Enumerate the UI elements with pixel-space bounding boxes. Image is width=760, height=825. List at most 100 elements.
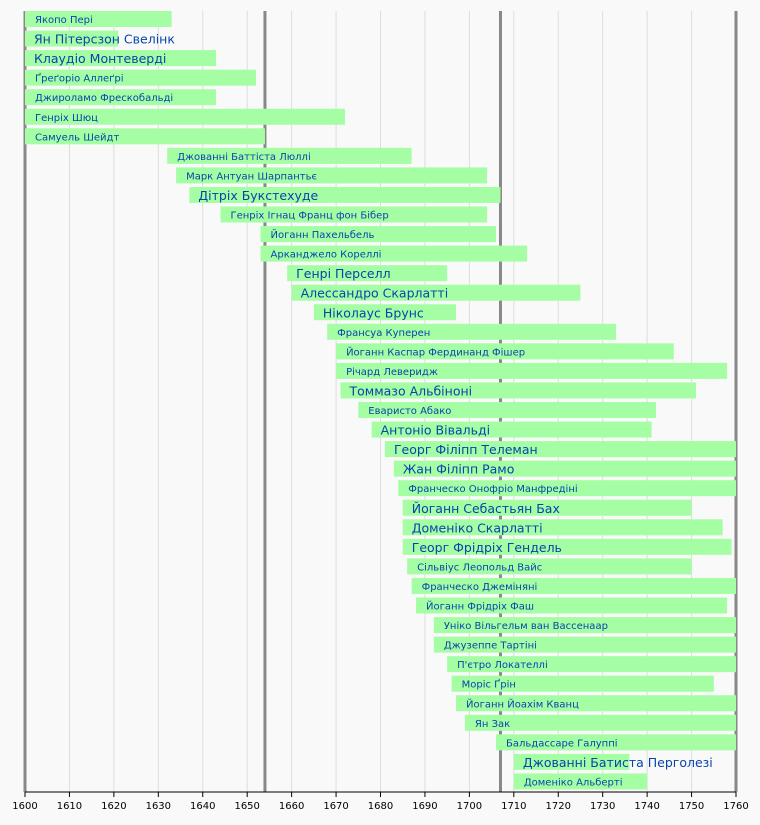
x-tick-label-1650: 1650 [234,801,259,812]
bar-23 [393,460,736,477]
bar-label-10: Генріх Ігнац Франц фон Бібер [231,210,389,222]
bar-8 [176,167,488,184]
bar-label-0: Якопо Пері [35,14,93,26]
x-tick-label-1700: 1700 [457,801,482,812]
bar-25 [402,499,692,516]
bar-label-15: Ніколаус Брунс [323,305,424,320]
bar-label-30: Йоганн Фрідріх Фаш [426,600,534,613]
bar-5 [25,108,345,125]
x-tick-label-1600: 1600 [12,801,37,812]
bar-label-31: Уніко Вільгельм ван Вассенаар [444,620,608,632]
bar-label-4: Джироламо Фрескобальді [35,92,173,104]
bar-label-1: Ян Пітерсзон Свелінк [34,32,175,47]
bars-layer: Якопо Пері Ян Пітерсзон Свелінк Клаудіо Мо… [25,11,736,790]
bar-17 [336,343,674,360]
bar-label-8: Марк Антуан Шарпантьє [186,171,317,182]
bar-label-36: Ян Зак [475,719,510,730]
bar-label-5: Генріх Шюц [35,112,98,124]
bar-4 [25,89,217,106]
bar-label-7: Джованні Баттіста Люллі [177,151,311,163]
bar-label-23: Жан Філіпп Рамо [403,462,515,477]
bar-0 [25,11,172,27]
x-tick-label-1640: 1640 [190,801,215,812]
bar-2 [25,50,217,67]
bar-38 [513,753,630,770]
bar-9 [189,186,501,203]
bar-label-19: Томмазо Альбіноні [349,383,473,398]
grid-layer [23,11,738,792]
bar-29 [411,577,736,594]
bar-10 [220,206,488,223]
bar-11 [260,226,497,243]
bar-label-20: Еваристо Абако [368,406,451,417]
bar-label-6: Самуель Шейдт [35,132,119,143]
bar-3 [25,69,257,86]
bar-16 [327,323,617,340]
bar-39 [513,773,648,790]
x-tick-label-1660: 1660 [279,801,304,812]
bar-label-16: Франсуа Куперен [337,328,430,339]
bar-label-39: Доменіко Альберті [524,776,623,788]
bar-label-3: Ґреґоріо Аллеґрі [35,72,124,85]
bar-label-22: Георг Філіпп Телеман [394,442,538,457]
bar-15 [313,304,457,321]
bar-label-29: Франческо Джеміняні [422,581,538,593]
x-tick-label-1670: 1670 [323,801,348,812]
x-tick-label-1620: 1620 [101,801,126,812]
bar-28 [407,558,692,575]
bar-26 [402,519,723,536]
bar-label-37: Бальдассаре Галуппі [506,737,618,749]
bar-27 [402,538,732,555]
bar-1 [25,30,119,47]
bar-label-34: Моріс Ґрін [462,678,516,691]
bar-label-32: Джузеппе Тартіні [444,640,537,652]
bar-label-11: Йоганн Пахельбель [271,228,375,241]
bar-label-17: Йоганн Каспар Фердинанд Фішер [346,345,525,358]
bar-label-24: Франческо Онофріо Манфредіні [408,483,577,495]
bar-14 [291,284,581,301]
bar-37 [496,734,736,751]
bar-35 [456,695,736,712]
bar-label-18: Річард Леверидж [346,366,438,378]
bar-label-38: Джованні Батиста Перголезі [523,755,713,770]
x-tick-label-1610: 1610 [57,801,82,812]
bar-30 [416,597,728,614]
bar-label-35: Йоганн Йоахім Кванц [466,697,579,710]
x-tick-label-1680: 1680 [368,801,393,812]
x-tick-label-1730: 1730 [590,801,615,812]
bar-32 [433,636,736,653]
bar-31 [433,617,736,634]
bar-20 [358,402,657,418]
bar-12 [260,245,528,262]
bar-label-27: Георг Фрідріх Гендель [412,540,562,555]
bar-label-33: П'єтро Локателлі [457,659,548,671]
bar-13 [287,265,448,282]
bar-18 [336,362,728,379]
bar-36 [464,714,736,731]
bar-21 [371,421,652,438]
bar-19 [340,382,697,399]
x-tick-label-1760: 1760 [723,801,748,812]
bar-22 [384,441,736,458]
bar-34 [451,675,714,692]
bar-label-21: Антоніо Вівальді [381,423,490,438]
bar-label-26: Доменіко Скарлатті [412,520,543,535]
x-tick-label-1690: 1690 [412,801,437,812]
bar-label-9: Дітріх Букстехуде [198,188,318,203]
bar-label-2: Клаудіо Монтеверді [34,51,166,66]
bar-label-12: Арканджело Кореллі [271,249,382,261]
x-tick-label-1740: 1740 [634,801,659,812]
bar-6 [25,128,265,145]
bar-7 [167,147,412,164]
bar-label-28: Сільвіус Леопольд Вайс [417,561,542,573]
x-axis: 1600 1610 1620 1630 1640 1650 1660 1670 1680 1690… [12,791,749,812]
x-tick-label-1720: 1720 [546,801,571,812]
x-tick-label-1750: 1750 [679,801,704,812]
bar-label-13: Генрі Перселл [296,266,390,281]
bar-label-25: Йоганн Себастьян Бах [412,501,560,516]
x-tick-label-1630: 1630 [146,801,171,812]
bar-33 [447,656,736,673]
x-tick-label-1710: 1710 [501,801,526,812]
bar-24 [398,480,736,497]
